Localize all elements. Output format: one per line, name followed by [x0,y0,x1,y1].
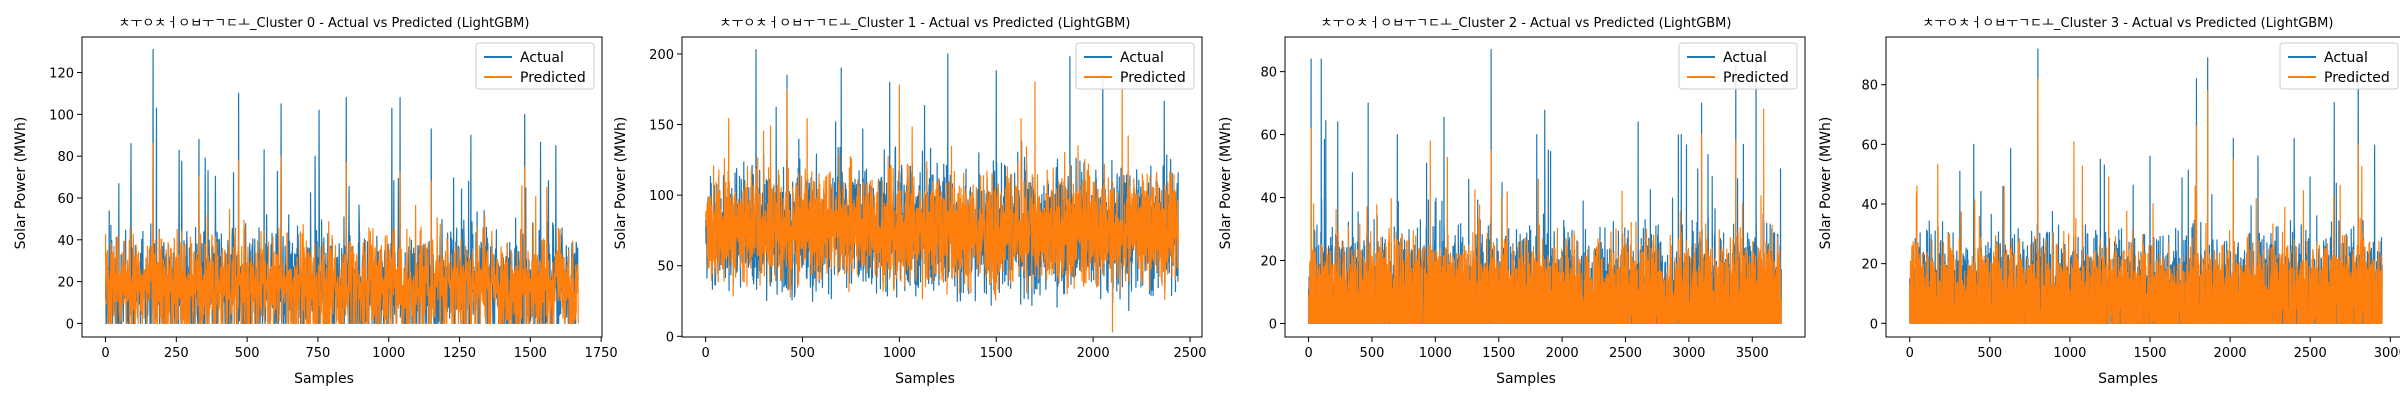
axes-frame [81,36,603,338]
chart-title: ㅊㅜㅇㅊㅓㅇㅂㅜㄱㄷㅗ_Cluster 0 - Actual vs Predic… [119,16,530,31]
x-tick-label: 1000 [372,346,405,361]
y-tick-label: 20 [57,276,74,291]
legend-label-predicted: Predicted [1723,70,1789,86]
y-tick-label: 0 [666,330,674,345]
y-tick-label: 120 [49,67,74,82]
x-tick-label: 3500 [1736,346,1769,361]
series-line-predicted [104,143,579,325]
axes-frame [1284,36,1806,338]
legend-label-actual: Actual [1120,50,1164,66]
x-tick-label: 2500 [1173,346,1206,361]
x-tick-label: 1500 [1482,346,1515,361]
y-axis-label: Solar Power (MWh) [613,117,629,250]
chart-title: ㅊㅜㅇㅊㅓㅇㅂㅜㄱㄷㅗ_Cluster 1 - Actual vs Predic… [720,16,1131,31]
x-tick-label: 1500 [980,346,1013,361]
x-tick-label: 2500 [2294,346,2327,361]
series-line-predicted [1307,108,1782,325]
subplot-cluster-1: ㅊㅜㅇㅊㅓㅇㅂㅜㄱㄷㅗ_Cluster 1 - Actual vs Predic… [613,16,1207,387]
chart-title: ㅊㅜㅇㅊㅓㅇㅂㅜㄱㄷㅗ_Cluster 3 - Actual vs Predic… [1923,16,2334,31]
legend: Actual Predicted [475,42,595,90]
y-axis-label: Solar Power (MWh) [1818,117,1834,250]
x-axis-label: Samples [294,371,354,387]
axes-frame [681,36,1203,338]
x-tick-label: 3000 [1672,346,1705,361]
legend-label-actual: Actual [2324,50,2368,66]
y-tick-label: 200 [649,48,674,63]
series-line-predicted [705,70,1179,333]
legend-label-predicted: Predicted [1120,70,1186,86]
legend: Actual Predicted [2279,42,2399,90]
y-tick-label: 150 [649,119,674,134]
x-tick-label: 1000 [1419,346,1452,361]
x-tick-label: 1500 [514,346,547,361]
y-tick-label: 0 [1269,317,1277,332]
x-tick-label: 1750 [585,346,618,361]
x-tick-label: 3000 [2374,346,2400,361]
y-tick-label: 60 [57,192,74,207]
y-tick-label: 40 [1260,192,1277,207]
x-tick-label: 500 [1360,346,1385,361]
legend-label-actual: Actual [1723,50,1767,66]
x-tick-label: 2000 [1546,346,1579,361]
x-tick-label: 500 [1977,346,2002,361]
y-tick-label: 20 [1861,258,1878,273]
subplot-cluster-0: ㅊㅜㅇㅊㅓㅇㅂㅜㄱㄷㅗ_Cluster 0 - Actual vs Predic… [13,16,618,387]
x-axis-label: Samples [2098,371,2158,387]
x-tick-label: 1000 [2053,346,2086,361]
y-tick-label: 60 [1260,129,1277,144]
x-tick-label: 0 [1906,346,1914,361]
x-tick-label: 1500 [2133,346,2166,361]
x-tick-label: 1250 [443,346,476,361]
x-tick-label: 1000 [883,346,916,361]
x-tick-label: 500 [235,346,260,361]
y-tick-label: 80 [57,150,74,165]
y-tick-label: 100 [49,108,74,123]
x-tick-label: 2000 [1077,346,1110,361]
x-tick-label: 500 [790,346,815,361]
x-axis-label: Samples [1496,371,1556,387]
y-tick-label: 80 [1260,66,1277,81]
y-tick-label: 0 [1870,317,1878,332]
y-tick-label: 40 [57,234,74,249]
y-axis-label: Solar Power (MWh) [1218,117,1234,250]
subplot-cluster-3: ㅊㅜㅇㅊㅓㅇㅂㅜㄱㄷㅗ_Cluster 3 - Actual vs Predic… [1818,16,2400,387]
y-tick-label: 50 [657,260,674,275]
subplot-cluster-2: ㅊㅜㅇㅊㅓㅇㅂㅜㄱㄷㅗ_Cluster 2 - Actual vs Predic… [1218,16,1806,387]
x-tick-label: 0 [101,346,109,361]
legend: Actual Predicted [1075,42,1195,90]
x-tick-label: 0 [701,346,709,361]
x-axis-label: Samples [895,371,955,387]
y-tick-label: 0 [66,317,74,332]
legend-label-predicted: Predicted [2324,70,2390,86]
x-tick-label: 750 [306,346,331,361]
legend-label-actual: Actual [520,50,564,66]
legend-label-predicted: Predicted [520,70,586,86]
x-tick-label: 2000 [2214,346,2247,361]
y-tick-label: 100 [649,189,674,204]
y-tick-label: 20 [1260,255,1277,270]
y-tick-label: 60 [1861,138,1878,153]
x-tick-label: 2500 [1609,346,1642,361]
y-tick-label: 80 [1861,79,1878,94]
y-tick-label: 40 [1861,198,1878,213]
chart-title: ㅊㅜㅇㅊㅓㅇㅂㅜㄱㄷㅗ_Cluster 2 - Actual vs Predic… [1321,16,1732,31]
legend: Actual Predicted [1678,42,1798,90]
x-tick-label: 0 [1304,346,1312,361]
y-axis-label: Solar Power (MWh) [13,117,29,250]
x-tick-label: 250 [164,346,189,361]
axes-frame [1885,36,2400,338]
series-line-predicted [1909,78,2383,324]
